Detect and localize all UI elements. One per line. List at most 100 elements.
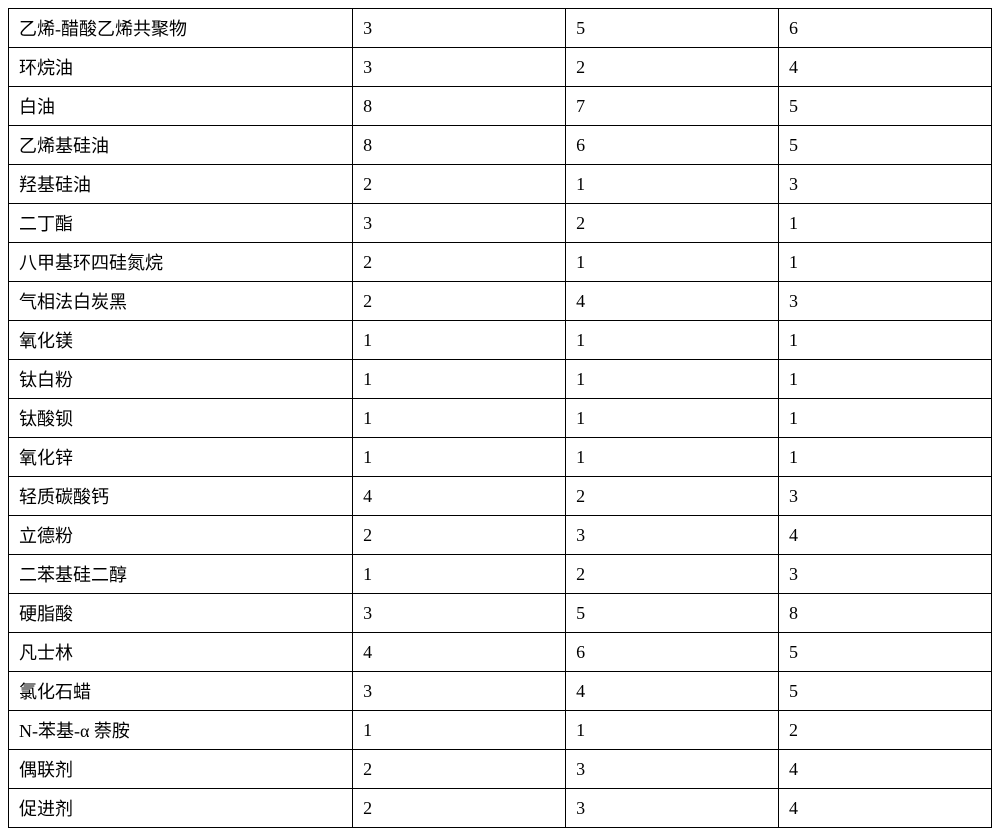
cell-value: 3 [353, 9, 566, 48]
cell-value: 3 [353, 594, 566, 633]
table-row: 乙烯基硅油 8 6 5 [9, 126, 992, 165]
cell-value: 1 [566, 711, 779, 750]
cell-label: 白油 [9, 87, 353, 126]
table-row: 硬脂酸 3 5 8 [9, 594, 992, 633]
table-row: 偶联剂 2 3 4 [9, 750, 992, 789]
cell-value: 6 [566, 126, 779, 165]
cell-label: 促进剂 [9, 789, 353, 828]
table-row: 乙烯-醋酸乙烯共聚物 3 5 6 [9, 9, 992, 48]
cell-value: 1 [353, 360, 566, 399]
cell-value: 1 [566, 165, 779, 204]
cell-value: 1 [779, 321, 992, 360]
table-row: 氧化锌 1 1 1 [9, 438, 992, 477]
cell-value: 1 [566, 438, 779, 477]
table-row: 凡士林 4 6 5 [9, 633, 992, 672]
cell-value: 1 [353, 399, 566, 438]
cell-value: 6 [779, 9, 992, 48]
cell-label: 偶联剂 [9, 750, 353, 789]
cell-value: 3 [353, 48, 566, 87]
cell-label: 钛酸钡 [9, 399, 353, 438]
cell-value: 2 [566, 555, 779, 594]
cell-value: 1 [566, 360, 779, 399]
table-row: 氧化镁 1 1 1 [9, 321, 992, 360]
data-table: 乙烯-醋酸乙烯共聚物 3 5 6 环烷油 3 2 4 白油 8 7 5 乙烯基硅… [8, 8, 992, 828]
table-row: 八甲基环四硅氮烷 2 1 1 [9, 243, 992, 282]
cell-value: 8 [353, 126, 566, 165]
cell-value: 1 [353, 711, 566, 750]
cell-value: 2 [353, 789, 566, 828]
cell-label: 立德粉 [9, 516, 353, 555]
cell-value: 1 [353, 438, 566, 477]
cell-value: 8 [779, 594, 992, 633]
cell-value: 4 [566, 282, 779, 321]
cell-value: 4 [566, 672, 779, 711]
cell-label: 凡士林 [9, 633, 353, 672]
cell-value: 3 [353, 672, 566, 711]
cell-label: N-苯基-α 萘胺 [9, 711, 353, 750]
cell-label: 气相法白炭黑 [9, 282, 353, 321]
table-row: 白油 8 7 5 [9, 87, 992, 126]
table-row: 立德粉 2 3 4 [9, 516, 992, 555]
cell-value: 8 [353, 87, 566, 126]
cell-label: 乙烯-醋酸乙烯共聚物 [9, 9, 353, 48]
cell-label: 乙烯基硅油 [9, 126, 353, 165]
cell-label: 硬脂酸 [9, 594, 353, 633]
cell-value: 1 [566, 321, 779, 360]
cell-label: 氯化石蜡 [9, 672, 353, 711]
table-row: N-苯基-α 萘胺 1 1 2 [9, 711, 992, 750]
cell-value: 4 [779, 789, 992, 828]
cell-value: 2 [353, 165, 566, 204]
cell-value: 7 [566, 87, 779, 126]
cell-value: 1 [779, 399, 992, 438]
table-row: 羟基硅油 2 1 3 [9, 165, 992, 204]
cell-label: 钛白粉 [9, 360, 353, 399]
table-row: 促进剂 2 3 4 [9, 789, 992, 828]
table-body: 乙烯-醋酸乙烯共聚物 3 5 6 环烷油 3 2 4 白油 8 7 5 乙烯基硅… [9, 9, 992, 828]
cell-label: 氧化锌 [9, 438, 353, 477]
cell-value: 3 [566, 516, 779, 555]
cell-value: 2 [779, 711, 992, 750]
cell-label: 八甲基环四硅氮烷 [9, 243, 353, 282]
cell-value: 3 [779, 282, 992, 321]
cell-value: 5 [779, 126, 992, 165]
cell-value: 3 [779, 165, 992, 204]
cell-value: 1 [353, 555, 566, 594]
cell-value: 4 [353, 633, 566, 672]
cell-value: 1 [779, 243, 992, 282]
cell-label: 二丁酯 [9, 204, 353, 243]
cell-value: 4 [353, 477, 566, 516]
cell-value: 2 [353, 516, 566, 555]
cell-value: 1 [353, 321, 566, 360]
cell-label: 氧化镁 [9, 321, 353, 360]
cell-value: 5 [779, 633, 992, 672]
cell-label: 二苯基硅二醇 [9, 555, 353, 594]
cell-value: 2 [566, 477, 779, 516]
cell-value: 5 [779, 672, 992, 711]
cell-value: 5 [779, 87, 992, 126]
cell-value: 2 [353, 750, 566, 789]
table-row: 钛酸钡 1 1 1 [9, 399, 992, 438]
cell-label: 环烷油 [9, 48, 353, 87]
cell-value: 3 [353, 204, 566, 243]
cell-label: 羟基硅油 [9, 165, 353, 204]
table-row: 二苯基硅二醇 1 2 3 [9, 555, 992, 594]
cell-value: 4 [779, 750, 992, 789]
cell-value: 2 [566, 204, 779, 243]
cell-value: 1 [779, 438, 992, 477]
cell-value: 4 [779, 48, 992, 87]
cell-value: 4 [779, 516, 992, 555]
cell-value: 1 [779, 204, 992, 243]
table-row: 气相法白炭黑 2 4 3 [9, 282, 992, 321]
cell-value: 3 [779, 555, 992, 594]
table-row: 钛白粉 1 1 1 [9, 360, 992, 399]
cell-value: 1 [566, 399, 779, 438]
table-row: 氯化石蜡 3 4 5 [9, 672, 992, 711]
cell-value: 3 [566, 750, 779, 789]
table-row: 环烷油 3 2 4 [9, 48, 992, 87]
table-row: 轻质碳酸钙 4 2 3 [9, 477, 992, 516]
cell-value: 5 [566, 9, 779, 48]
cell-value: 3 [779, 477, 992, 516]
cell-label: 轻质碳酸钙 [9, 477, 353, 516]
cell-value: 1 [779, 360, 992, 399]
cell-value: 3 [566, 789, 779, 828]
